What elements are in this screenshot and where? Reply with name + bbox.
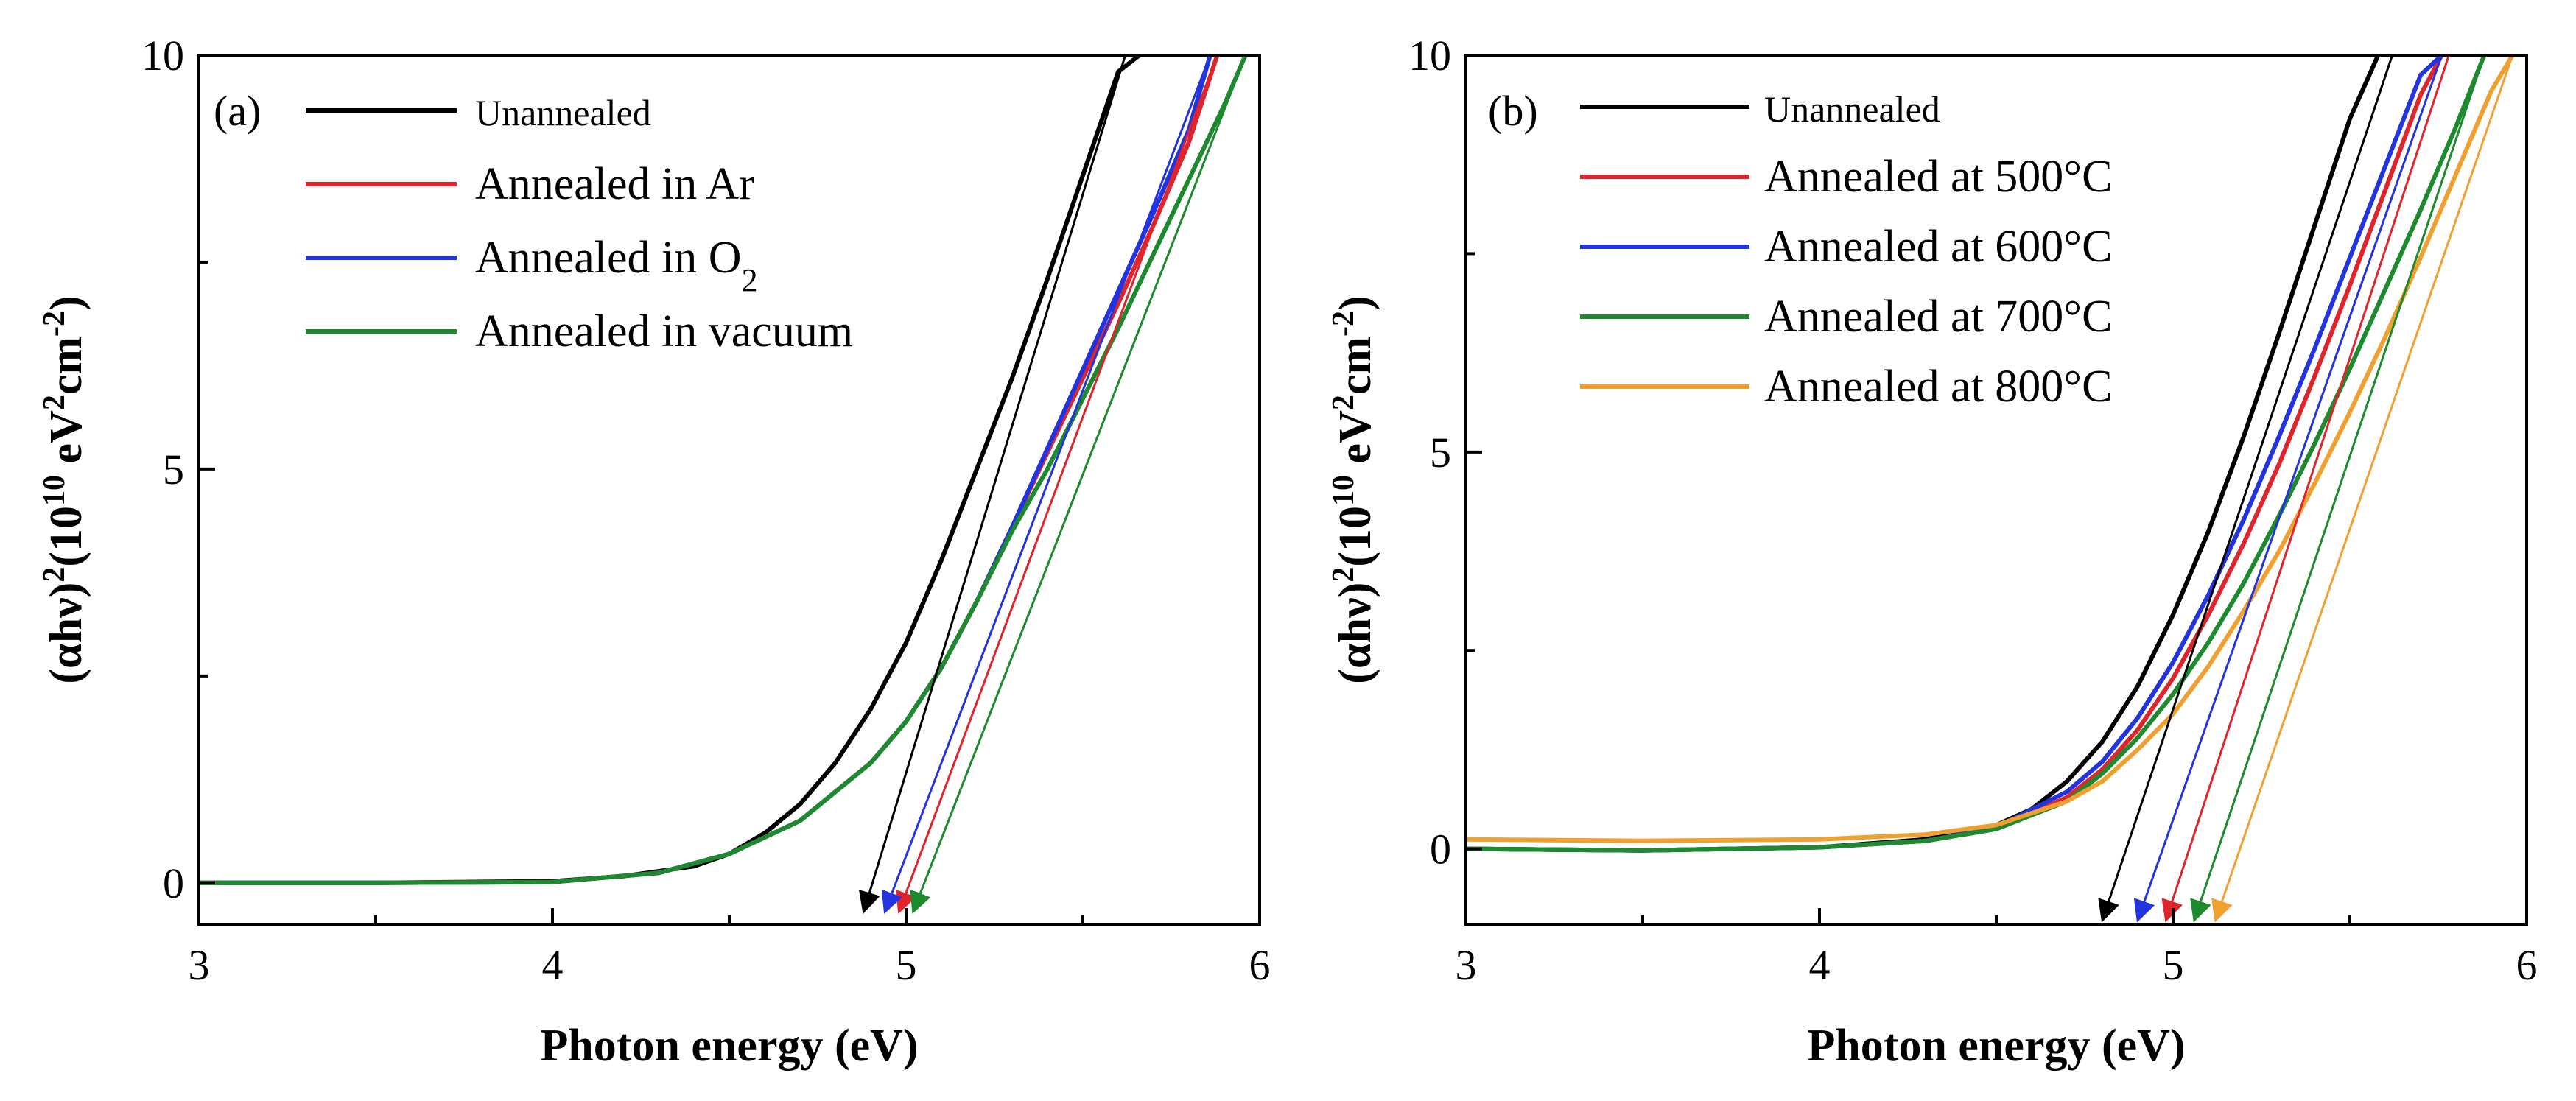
text-part: cm: [41, 337, 91, 395]
legend-label-text: Annealed at 800°C: [1764, 362, 2112, 412]
y-tick-label: 5: [163, 446, 184, 493]
legend-label: Unannealed: [1764, 88, 1940, 130]
legend-label-text: Unannealed: [475, 92, 651, 133]
text-part: eV: [1330, 410, 1380, 475]
text-part: (αhν): [41, 583, 91, 684]
text-part: cm: [1330, 337, 1380, 395]
legend-label: Annealed in O2: [475, 233, 758, 298]
legend-label-subscript: 2: [742, 262, 758, 298]
superscript: -2: [1327, 311, 1361, 337]
legend-label-text: Annealed at 500°C: [1764, 152, 2112, 202]
legend-label-text: Unannealed: [1764, 88, 1940, 130]
x-axis-title: Photon energy (eV): [1807, 1021, 2185, 1071]
text-part: (10: [41, 506, 91, 567]
plot-area: [199, 55, 1248, 885]
series-line-a-3: [199, 55, 1248, 885]
y-axis-title: (αhν)2(1010 eV2cm-2): [1327, 295, 1380, 683]
legend-label-text: Annealed in vacuum: [475, 306, 853, 356]
series-line-b-4: [1466, 55, 2515, 843]
x-tick-label: 5: [896, 941, 917, 989]
legend-label-text: Annealed at 600°C: [1764, 222, 2112, 272]
panel-b: 3 4 5 6 0 5 10 (b) Unannealed Annealed at 500°C An…: [1327, 32, 2538, 1071]
y-tick-label: 5: [1430, 429, 1451, 476]
x-axis-title: Photon energy (eV): [540, 1021, 918, 1071]
tangent-line-b-0: [2098, 54, 2394, 923]
superscript: -2: [38, 311, 71, 337]
text-part: (αhν): [1330, 583, 1380, 684]
series-line-b-3: [1466, 55, 2487, 853]
legend-label: Annealed in Ar: [475, 159, 754, 209]
panel-label: (a): [214, 87, 261, 135]
legend-label-text: Annealed in Ar: [475, 159, 754, 209]
legend-label: Annealed at 500°C: [1764, 152, 2112, 202]
superscript: 10: [1327, 475, 1361, 506]
y-tick-label: 10: [141, 32, 184, 80]
legend-label: Annealed at 600°C: [1764, 222, 2112, 272]
x-tick-label: 6: [2516, 941, 2538, 989]
superscript: 10: [38, 475, 71, 506]
legend-label: Unannealed: [475, 92, 651, 133]
superscript: 2: [1327, 567, 1361, 583]
legend-label: Annealed at 700°C: [1764, 292, 2112, 342]
x-tick-label: 4: [542, 941, 564, 989]
tangent-line-b-1: [2161, 54, 2450, 923]
legend-label-text: Annealed at 700°C: [1764, 292, 2112, 342]
x-tick-label: 3: [189, 941, 210, 989]
y-tick-label: 10: [1408, 32, 1451, 80]
tangent-line-a-2: [881, 54, 1212, 914]
superscript: 2: [38, 395, 71, 410]
tangent-line-b-4: [2211, 54, 2514, 923]
x-tick-label: 3: [1456, 941, 1477, 989]
text-part: (10: [1330, 506, 1380, 567]
text-part: ): [41, 295, 91, 311]
panel-label: (b): [1488, 87, 1538, 135]
panel-a: 3 4 5 6 0 5 10 (a) Unannealed Annealed in Ar Annea…: [38, 32, 1271, 1071]
text-part: eV: [41, 410, 91, 475]
y-tick-label: 0: [163, 859, 184, 907]
y-tick-label: 0: [1430, 826, 1451, 873]
tangent-line-b-2: [2133, 54, 2443, 923]
x-tick-label: 5: [2163, 941, 2184, 989]
legend-label: Annealed in vacuum: [475, 306, 853, 356]
tangent-line-a-3: [910, 54, 1247, 914]
plot-area: [1466, 55, 2515, 853]
tangent-line-a-1: [895, 54, 1218, 914]
legend-label-text: Annealed in O: [475, 233, 742, 283]
x-tick-label: 6: [1249, 941, 1271, 989]
superscript: 2: [38, 567, 71, 583]
tangent-line-b-3: [2190, 54, 2485, 923]
superscript: 2: [1327, 395, 1361, 410]
text-part: ): [1330, 295, 1380, 311]
x-tick-label: 4: [1809, 941, 1831, 989]
legend-label: Annealed at 800°C: [1764, 362, 2112, 412]
y-axis-title: (αhν)2(1010 eV2cm-2): [38, 295, 91, 683]
tangent-line-a-0: [858, 54, 1127, 915]
